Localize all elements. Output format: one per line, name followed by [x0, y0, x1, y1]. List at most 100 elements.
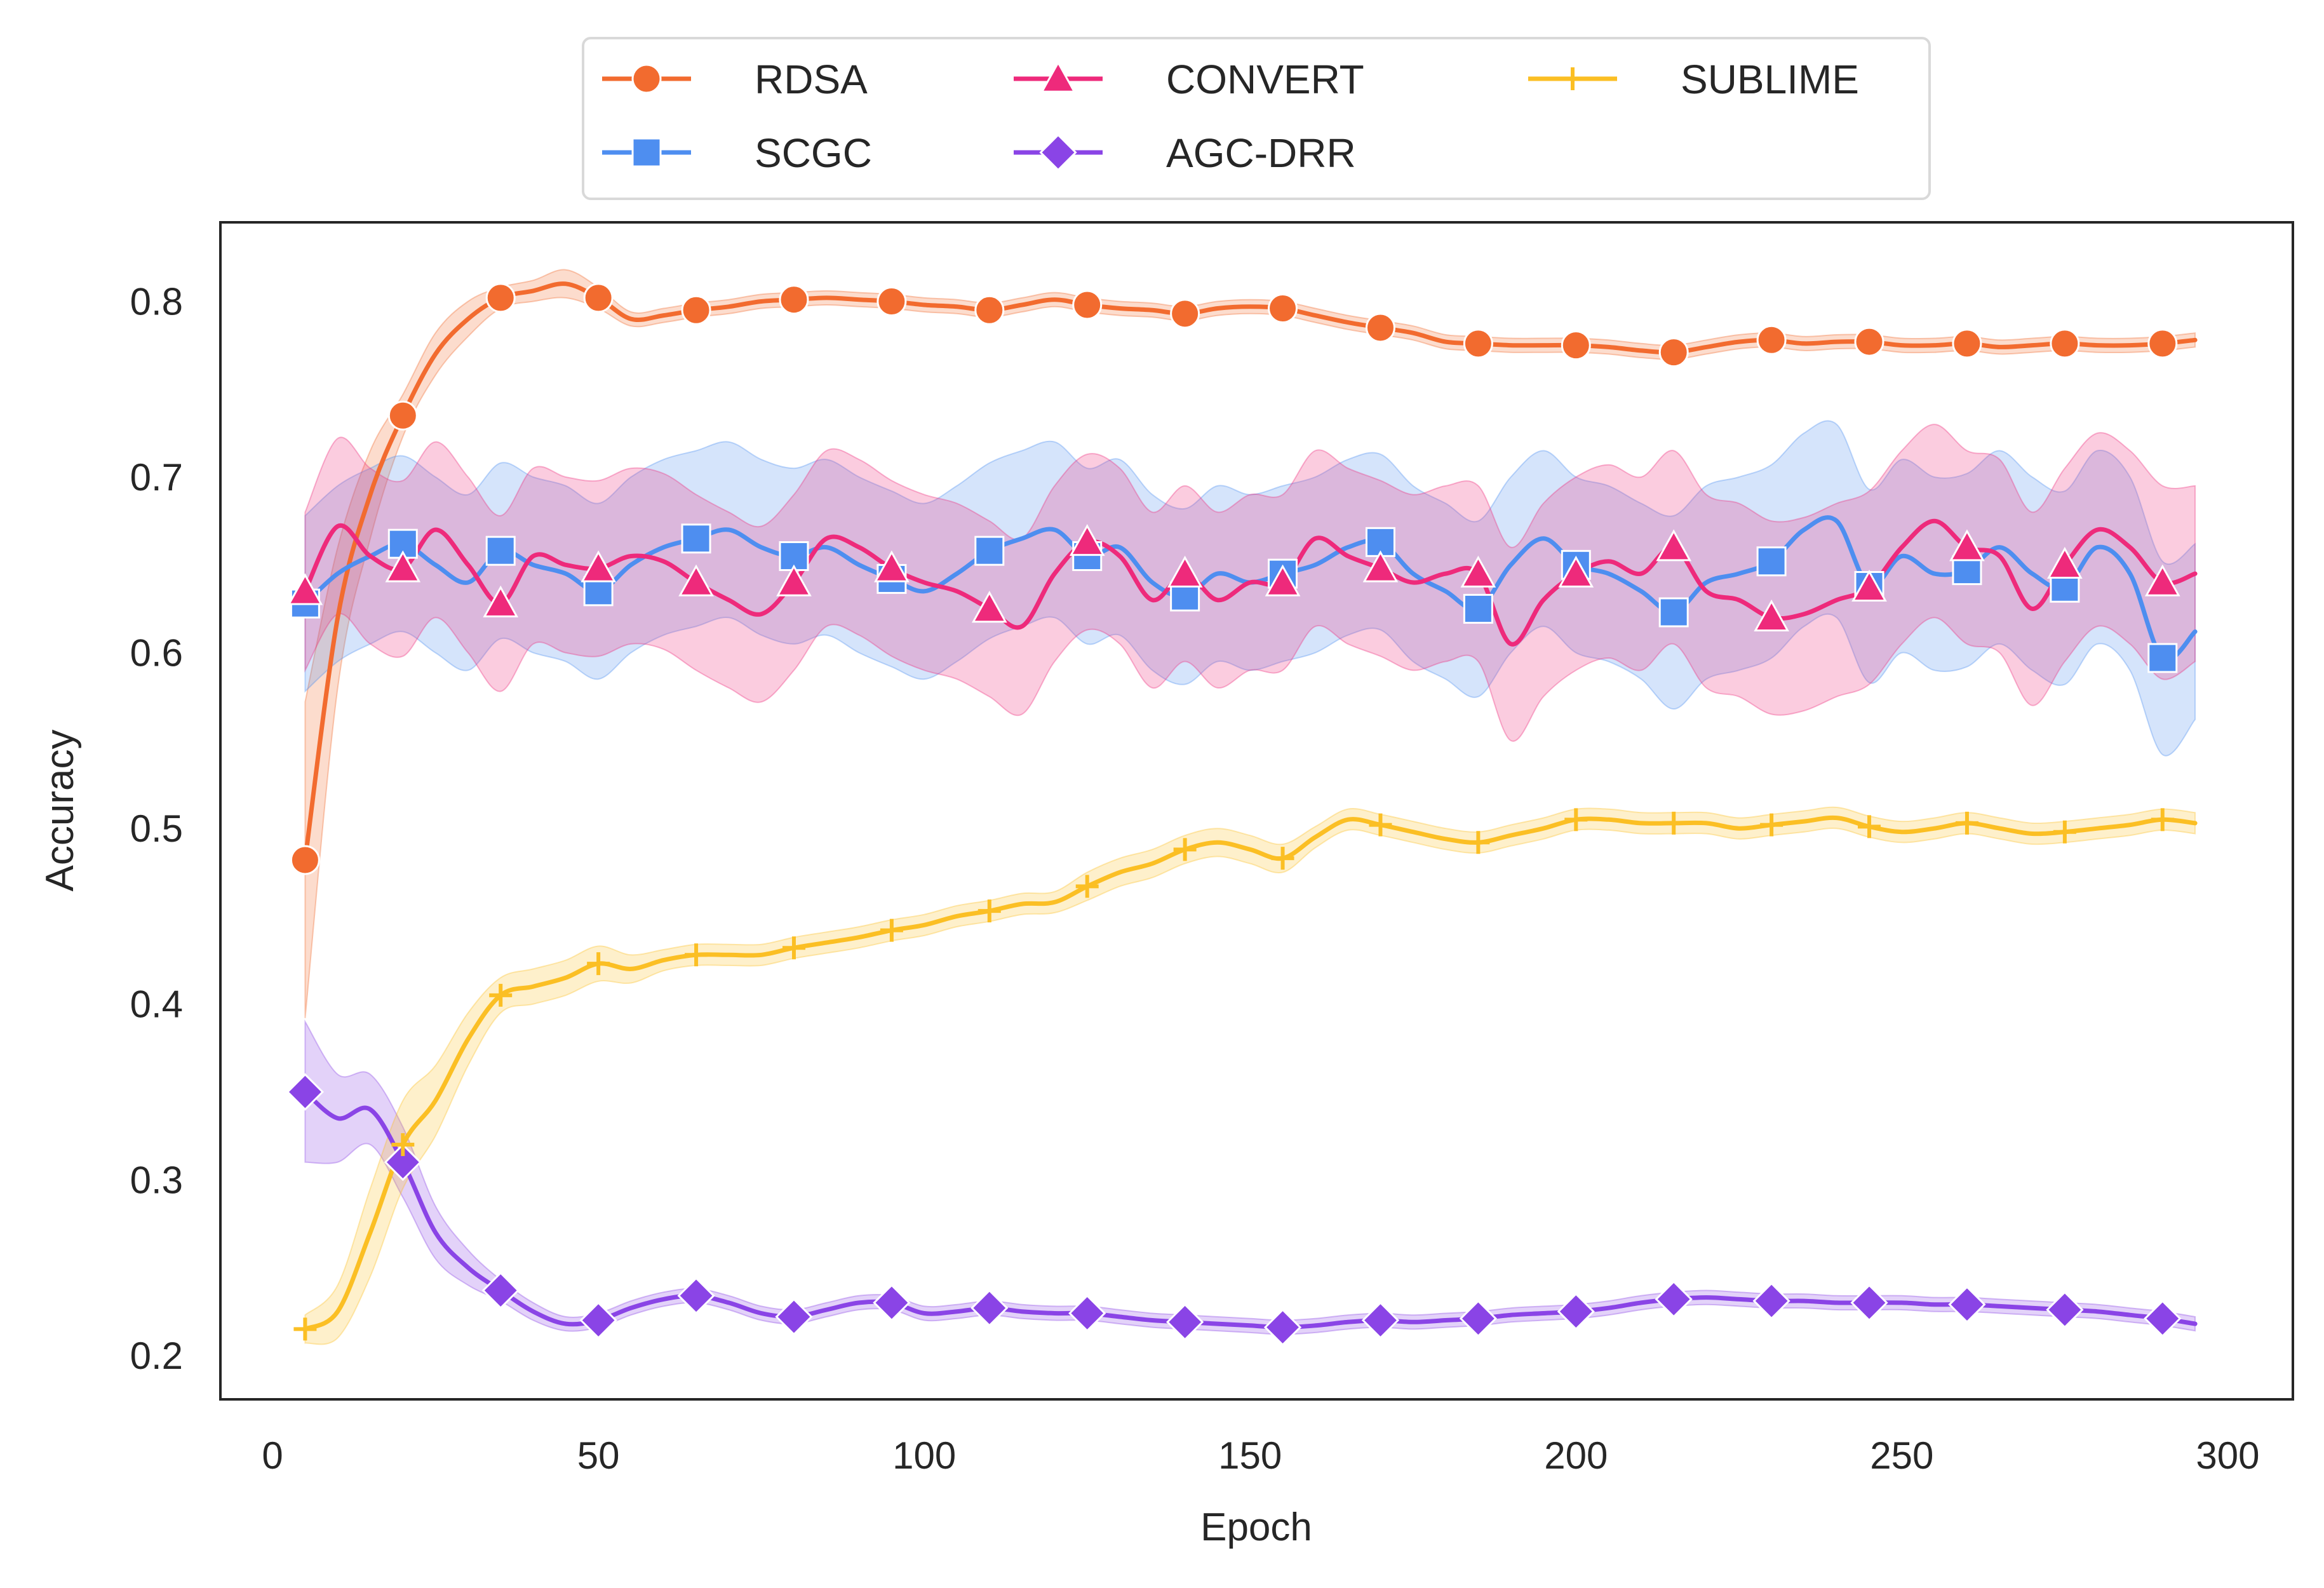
scgc-point [2147, 643, 2178, 673]
convert-point [1851, 569, 1887, 602]
sublime-point [1369, 813, 1392, 837]
rdsa-point [2050, 328, 2080, 359]
rdsa-point [974, 295, 1005, 325]
legend-sublime-marker [1561, 67, 1584, 90]
series-markers [286, 283, 2182, 1347]
sublime-point [1858, 815, 1881, 838]
sublime-point [1955, 811, 1978, 835]
agc-drr-point [873, 1284, 911, 1322]
convert-point [1558, 555, 1594, 588]
sublime-point [1564, 808, 1588, 831]
rdsa-point [1756, 325, 1787, 355]
convert-point [1069, 523, 1105, 556]
x-tick-label: 250 [1870, 1434, 1933, 1477]
scgc-point [485, 535, 516, 566]
y-tick-label: 0.5 [130, 807, 183, 850]
agc-drr-point [1166, 1303, 1204, 1341]
legend-agc-drr-label: AGC-DRR [1166, 130, 1356, 176]
rdsa-point [1365, 313, 1395, 343]
convert-point [581, 550, 616, 582]
rdsa-point [1170, 299, 1200, 329]
legend-convert-label: CONVERT [1166, 57, 1364, 102]
scgc-point [681, 523, 711, 554]
y-tick-label: 0.7 [130, 456, 183, 499]
legend-convert-marker [1040, 60, 1076, 93]
legend-rdsa-label: RDSA [755, 57, 868, 102]
x-axis-ticks: 0 50 100 150 200 250 300 [262, 1434, 2259, 1477]
sublime-point [489, 983, 513, 1007]
scgc-point [1756, 546, 1787, 577]
sublime-point [1662, 811, 1686, 835]
rdsa-point [1561, 330, 1591, 361]
x-tick-label: 0 [262, 1434, 283, 1477]
x-axis-label: Epoch [1200, 1505, 1312, 1549]
rdsa-point [877, 286, 907, 316]
convert-point [287, 573, 323, 605]
sublime-band [304, 806, 2196, 1345]
convert-point [1167, 555, 1203, 588]
agc-drr-point [2144, 1300, 2182, 1338]
scgc-band [304, 420, 2196, 757]
y-tick-label: 0.4 [130, 983, 183, 1026]
rdsa-point [2147, 328, 2178, 359]
sublime-point [2053, 820, 2076, 844]
sublime-point [293, 1317, 317, 1341]
sublime-point [1173, 838, 1197, 861]
agc-drr-point [1068, 1294, 1106, 1333]
convert-point [385, 550, 421, 582]
agc-drr-point [1850, 1284, 1888, 1322]
convert-point [2047, 546, 2083, 579]
rdsa-point [290, 845, 320, 875]
agc-drr-point [1948, 1286, 1986, 1324]
agc-drr-point [481, 1271, 520, 1310]
rdsa-point [1268, 293, 1298, 324]
agc-drr-point [1361, 1301, 1400, 1340]
agc-drr-point [1752, 1282, 1790, 1320]
sublime-point [685, 943, 708, 967]
sublime-point [1760, 813, 1783, 837]
convert-point [1362, 550, 1399, 582]
legend: RDSA SCGC CONVERT AGC-DRR SUBLIME [582, 37, 1931, 200]
agc-drr-point [1557, 1293, 1595, 1331]
y-tick-label: 0.2 [130, 1335, 183, 1377]
sublime-point [782, 936, 805, 960]
sublime-point [880, 918, 903, 942]
y-axis-ticks: 0.2 0.3 0.4 0.5 0.6 0.7 0.8 [130, 280, 183, 1376]
convert-point [678, 564, 714, 596]
x-tick-label: 100 [892, 1434, 956, 1477]
scgc-point [779, 541, 809, 571]
convert-point [971, 591, 1007, 623]
rdsa-point [1463, 328, 1493, 359]
agc-drr-point [971, 1289, 1009, 1327]
y-axis-label: Accuracy [38, 730, 82, 892]
plot-frame [219, 221, 2294, 1401]
rdsa-point [485, 283, 516, 313]
agc-drr-point [2046, 1291, 2084, 1329]
agc-drr-point [384, 1143, 422, 1181]
x-tick-label: 50 [577, 1434, 620, 1477]
sublime-point [1075, 875, 1099, 898]
sublime-point [587, 952, 610, 976]
sublime-point [391, 1133, 415, 1156]
agc-drr-point [579, 1301, 617, 1340]
rdsa-point [1072, 290, 1103, 320]
convert-point [776, 564, 812, 596]
convert-point [1949, 529, 1985, 562]
agc-drr-point [775, 1298, 813, 1336]
rdsa-point [681, 295, 711, 325]
convert-point [1754, 599, 1789, 632]
rdsa-point [779, 285, 809, 315]
y-tick-label: 0.3 [130, 1159, 183, 1201]
convert-point [483, 585, 519, 617]
plot-background [220, 222, 2293, 1399]
agc-drr-point [286, 1073, 325, 1111]
y-tick-label: 0.6 [130, 632, 183, 675]
x-tick-label: 200 [1544, 1434, 1608, 1477]
x-tick-label: 150 [1218, 1434, 1282, 1477]
rdsa-point [387, 400, 418, 431]
agc-drr-point [1263, 1308, 1302, 1347]
sublime-point [2151, 808, 2174, 831]
sublime-point [1467, 831, 1490, 854]
sublime-point [1271, 847, 1294, 870]
legend-scgc-label: SCGC [755, 130, 872, 176]
